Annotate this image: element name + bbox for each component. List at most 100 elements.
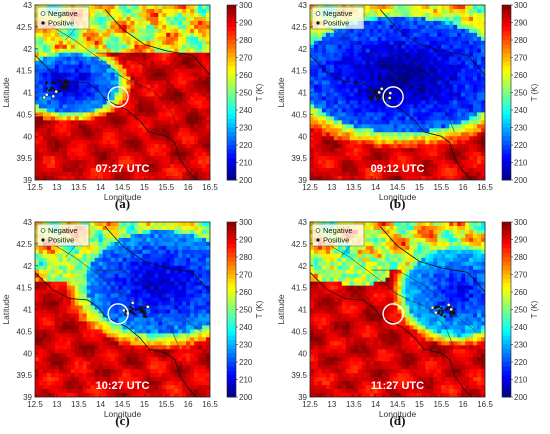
colorbar-tick-label: 270: [239, 271, 253, 280]
x-tick-label: 14.5: [115, 400, 131, 409]
colorbar-tick-label: 270: [239, 54, 253, 63]
y-tick-label: 40.5: [16, 327, 32, 336]
colorbar-tick-label: 300: [239, 218, 253, 227]
x-tick-label: 14: [371, 400, 380, 409]
time-label: 10:27 UTC: [96, 380, 150, 392]
y-tick-label: 39.5: [16, 371, 32, 380]
x-tick-label: 15: [140, 183, 149, 192]
y-tick-label: 43: [23, 218, 32, 227]
y-ticks: 43 42.5 42 41.5 41 40.5 40 39.5 39: [16, 1, 38, 185]
time-label: 07:27 UTC: [96, 163, 150, 175]
x-tick-label: 13: [52, 183, 61, 192]
x-tick-label: 13.5: [71, 400, 87, 409]
y-tick-label: 40.5: [16, 110, 32, 119]
colorbar-tick-label: 240: [514, 106, 528, 115]
colorbar-tick-label: 300: [514, 1, 528, 10]
lightning-strikes: [42, 79, 69, 100]
colorbar: 300 290 280 270 260 250 240 230 220 210 200: [501, 1, 528, 185]
y-tick-label: 41.5: [291, 284, 307, 293]
y-ticks: 43 42.5 42 41.5 41 40.5 40 39.5 39: [291, 218, 313, 402]
x-tick-label: 12.5: [27, 183, 43, 192]
x-tick-label: 14: [96, 183, 105, 192]
panel-title: (b): [390, 196, 406, 211]
x-ticks: 12.5 13 13.5 14 14.5 15 15.5 16 16.5: [302, 177, 493, 192]
y-tick-label: 39: [298, 176, 307, 185]
y-tick-label: 41: [298, 89, 307, 98]
colorbar-tick-label: 280: [239, 253, 253, 262]
colorbar-tick-label: 240: [239, 106, 253, 115]
x-ticks: 12.5 13 13.5 14 14.5 15 15.5 16 16.5: [27, 177, 218, 192]
x-tick-label: 13.5: [346, 400, 362, 409]
colorbar-tick-label: 290: [239, 19, 253, 28]
x-tick-label: 16.5: [202, 400, 218, 409]
x-ticks: 12.5 13 13.5 14 14.5 15 15.5 16 16.5: [302, 394, 493, 409]
heatmap-cells: [35, 5, 210, 180]
y-tick-label: 43: [298, 1, 307, 10]
positive-marker-icon: [41, 21, 45, 25]
colorbar-tick-label: 230: [514, 341, 528, 350]
highlight-circle: [107, 86, 129, 108]
colorbar-tick-label: 210: [514, 159, 528, 168]
highlight-circle: [107, 303, 129, 325]
colorbar-tick-label: 220: [239, 358, 253, 367]
legend-positive: Positive: [323, 19, 349, 28]
y-tick-label: 42: [23, 45, 32, 54]
x-tick-label: 16.5: [477, 183, 493, 192]
colorbar-label: T (K): [255, 300, 264, 318]
positive-marker-icon: [316, 238, 320, 242]
x-tick-label: 15.5: [433, 400, 449, 409]
colorbar-tick-label: 260: [239, 71, 253, 80]
x-tick-label: 15.5: [433, 183, 449, 192]
x-tick-label: 16.5: [202, 183, 218, 192]
colorbar-tick-label: 230: [239, 341, 253, 350]
colorbar-tick-label: 300: [514, 218, 528, 227]
coastline-borders: [310, 9, 485, 180]
x-tick-label: 16: [459, 400, 468, 409]
legend-negative: Negative: [323, 9, 353, 18]
x-tick-label: 14.5: [390, 183, 406, 192]
lightning-strikes: [430, 303, 456, 318]
colorbar: 300 290 280 270 260 250 240 230 220 210 200: [501, 218, 528, 402]
colorbar-tick-label: 290: [514, 236, 528, 245]
x-axis-label: Longitude: [379, 409, 417, 419]
highlight-circle: [382, 303, 404, 325]
y-tick-label: 40: [298, 132, 307, 141]
y-tick-label: 42: [298, 262, 307, 271]
x-tick-label: 16.5: [477, 400, 493, 409]
x-tick-label: 15: [415, 183, 424, 192]
colorbar-label: T (K): [530, 83, 539, 101]
y-axis-label: Latitude: [1, 77, 11, 108]
positive-marker-icon: [316, 21, 320, 25]
y-tick-label: 39: [298, 393, 307, 402]
positive-marker-icon: [41, 238, 45, 242]
y-tick-label: 42.5: [291, 240, 307, 249]
x-tick-label: 15: [140, 400, 149, 409]
y-tick-label: 40.5: [291, 110, 307, 119]
y-tick-label: 40: [23, 349, 32, 358]
y-tick-label: 41.5: [16, 67, 32, 76]
y-tick-label: 39.5: [291, 371, 307, 380]
time-label: 09:12 UTC: [371, 163, 425, 175]
y-tick-label: 41: [23, 89, 32, 98]
x-tick-label: 12.5: [27, 400, 43, 409]
time-label: 11:27 UTC: [371, 380, 424, 392]
negative-marker-icon: [40, 11, 46, 16]
x-tick-label: 13: [327, 183, 336, 192]
colorbar: 300 290 280 270 260 250 240 230 220 210 200: [226, 1, 253, 185]
y-tick-label: 42.5: [291, 23, 307, 32]
colorbar-tick-label: 210: [514, 376, 528, 385]
y-ticks: 43 42.5 42 41.5 41 40.5 40 39.5 39: [16, 218, 38, 402]
panel-title: (d): [390, 413, 406, 428]
colorbar-tick-label: 250: [514, 306, 528, 315]
x-tick-label: 14.5: [390, 400, 406, 409]
colorbar-tick-label: 220: [514, 358, 528, 367]
y-tick-label: 39.5: [291, 154, 307, 163]
y-tick-label: 42.5: [16, 23, 32, 32]
colorbar: 300 290 280 270 260 250 240 230 220 210 200: [226, 218, 253, 402]
colorbar-tick-label: 290: [514, 19, 528, 28]
colorbar-tick-label: 250: [514, 89, 528, 98]
y-tick-label: 41.5: [16, 284, 32, 293]
colorbar-tick-label: 200: [514, 393, 528, 402]
